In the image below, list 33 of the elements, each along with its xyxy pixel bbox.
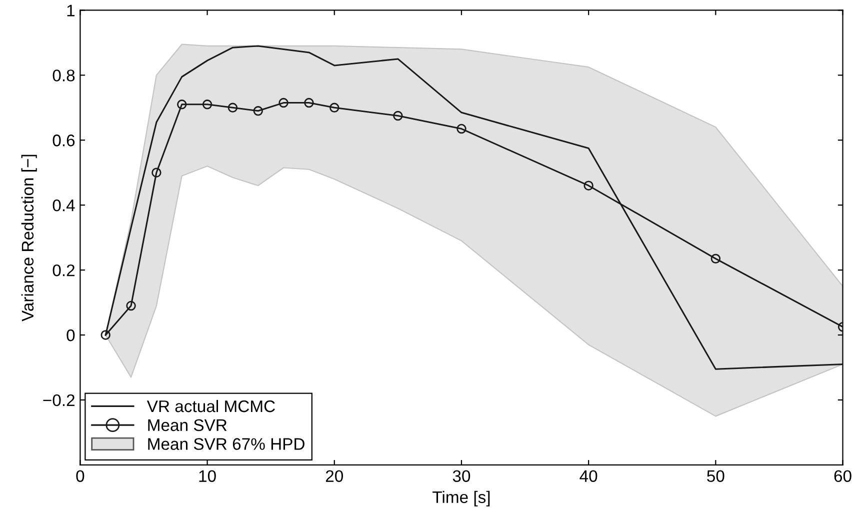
legend-label: Mean SVR — [148, 419, 227, 432]
x-tick-label: 40 — [580, 470, 598, 482]
point — [100, 330, 110, 340]
point — [710, 254, 721, 264]
point — [228, 102, 238, 113]
x-tick-label: 10 — [199, 470, 216, 482]
point — [177, 100, 187, 110]
point — [202, 100, 212, 110]
legend-label: VR actual MCMC — [146, 400, 275, 412]
x-tick-label: 0 — [76, 470, 84, 482]
x-tick-label: 20 — [326, 470, 343, 482]
y-tick-label: 0.6 — [52, 134, 75, 146]
y-tick-label: 0.4 — [52, 199, 75, 212]
y-tick-label: 0 — [66, 329, 75, 342]
point — [126, 300, 136, 311]
point — [456, 124, 466, 134]
y-tick-label: 0.8 — [52, 70, 75, 82]
point — [393, 110, 403, 121]
x-tick-label: 50 — [707, 470, 724, 482]
x-tick-label: 30 — [452, 470, 470, 482]
point — [152, 168, 162, 178]
point — [278, 98, 288, 108]
legend-label: Mean SVR 67% HPD — [148, 438, 304, 450]
y-axis-title: Variance Reduction [−] — [21, 154, 37, 322]
point — [253, 106, 263, 116]
y-tick-label: −0.2 — [43, 394, 74, 406]
y-tick-label: 0.2 — [52, 264, 74, 276]
y-tick-label: 1 — [67, 4, 75, 16]
point — [304, 98, 314, 108]
point — [330, 102, 340, 113]
point — [584, 180, 594, 190]
x-axis-title: Time [s] — [432, 490, 490, 506]
x-tick-label: 60 — [834, 470, 852, 482]
